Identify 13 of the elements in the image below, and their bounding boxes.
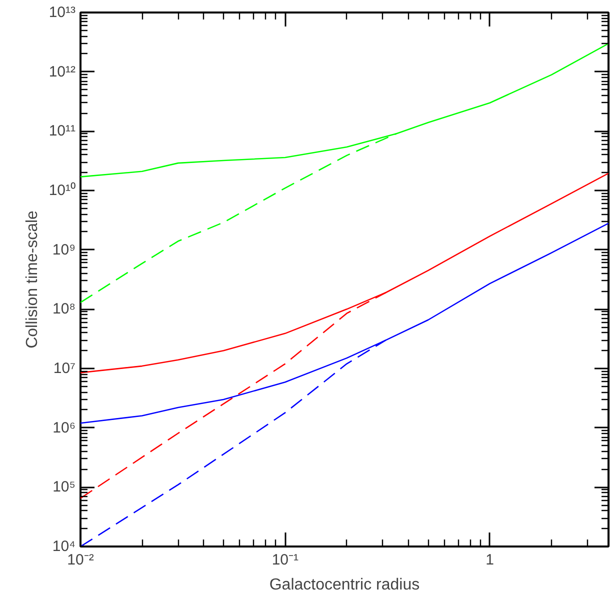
y-tick-label: 10⁵ — [52, 478, 76, 496]
y-tick-label: 10⁸ — [52, 300, 76, 318]
y-tick-label: 10¹³ — [48, 4, 76, 21]
x-axis-title: Galactocentric radius — [269, 576, 420, 594]
y-axis-title: Collision time-scale — [24, 210, 41, 348]
y-tick-label: 10¹¹ — [48, 122, 76, 140]
y-tick-label: 10¹² — [48, 63, 76, 80]
y-tick-label: 10⁷ — [53, 360, 76, 377]
x-tick-label: 10⁻¹ — [272, 552, 299, 568]
y-tick-label: 10⁶ — [52, 419, 76, 436]
y-tick-label: 10¹⁰ — [48, 182, 76, 199]
x-tick-label: 1 — [486, 552, 494, 568]
y-tick-label: 10⁹ — [52, 241, 76, 258]
